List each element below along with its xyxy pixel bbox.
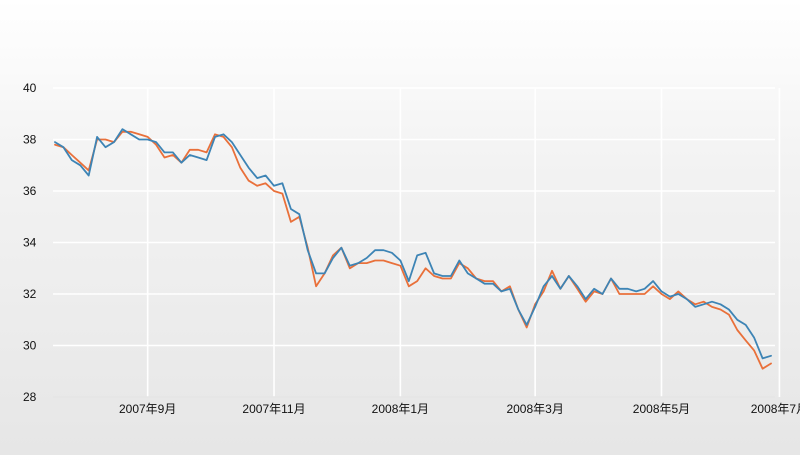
y-tick-label: 40 xyxy=(23,81,37,95)
y-tick-label: 30 xyxy=(23,339,37,353)
x-tick-label: 2007年11月 xyxy=(242,402,305,416)
x-tick-label: 2008年3月 xyxy=(506,402,563,416)
x-tick-label: 2008年5月 xyxy=(633,402,690,416)
series-line-1 xyxy=(54,128,772,360)
y-tick-label: 34 xyxy=(23,236,37,250)
x-tick-label: 2008年7月 xyxy=(751,402,800,416)
y-tick-label: 38 xyxy=(23,133,37,147)
grid-layer xyxy=(53,87,781,398)
series-line-2 xyxy=(54,130,772,370)
x-axis: 2007年9月 2007年11月 2008年1月 2008年3月 2008年5月 2008… xyxy=(119,402,800,416)
x-tick-label: 2008年1月 xyxy=(372,402,429,416)
y-tick-label: 28 xyxy=(23,390,37,404)
x-tick-label: 2007年9月 xyxy=(119,402,176,416)
y-axis: 28 30 32 34 36 38 40 xyxy=(23,81,37,404)
series-layer xyxy=(54,128,772,370)
y-tick-label: 36 xyxy=(23,184,37,198)
y-tick-label: 32 xyxy=(23,287,37,301)
